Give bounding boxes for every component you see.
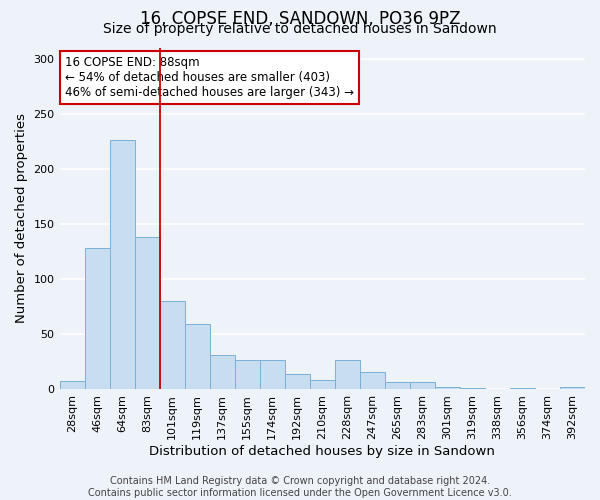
- Bar: [160, 301, 185, 389]
- Bar: [435, 387, 460, 389]
- Y-axis label: Number of detached properties: Number of detached properties: [15, 113, 28, 323]
- X-axis label: Distribution of detached houses by size in Sandown: Distribution of detached houses by size …: [149, 444, 495, 458]
- Bar: [110, 140, 134, 389]
- Bar: [335, 360, 360, 389]
- Bar: [260, 360, 285, 389]
- Bar: [134, 237, 160, 389]
- Bar: [460, 388, 485, 389]
- Bar: [235, 360, 260, 389]
- Bar: [510, 388, 535, 389]
- Bar: [85, 248, 110, 389]
- Bar: [410, 382, 435, 389]
- Bar: [59, 381, 85, 389]
- Text: 16 COPSE END: 88sqm
← 54% of detached houses are smaller (403)
46% of semi-detac: 16 COPSE END: 88sqm ← 54% of detached ho…: [65, 56, 354, 99]
- Bar: [310, 380, 335, 389]
- Text: 16, COPSE END, SANDOWN, PO36 9PZ: 16, COPSE END, SANDOWN, PO36 9PZ: [140, 10, 460, 28]
- Bar: [185, 324, 209, 389]
- Bar: [560, 387, 585, 389]
- Bar: [360, 372, 385, 389]
- Text: Contains HM Land Registry data © Crown copyright and database right 2024.
Contai: Contains HM Land Registry data © Crown c…: [88, 476, 512, 498]
- Bar: [285, 374, 310, 389]
- Text: Size of property relative to detached houses in Sandown: Size of property relative to detached ho…: [103, 22, 497, 36]
- Bar: [209, 355, 235, 389]
- Bar: [385, 382, 410, 389]
